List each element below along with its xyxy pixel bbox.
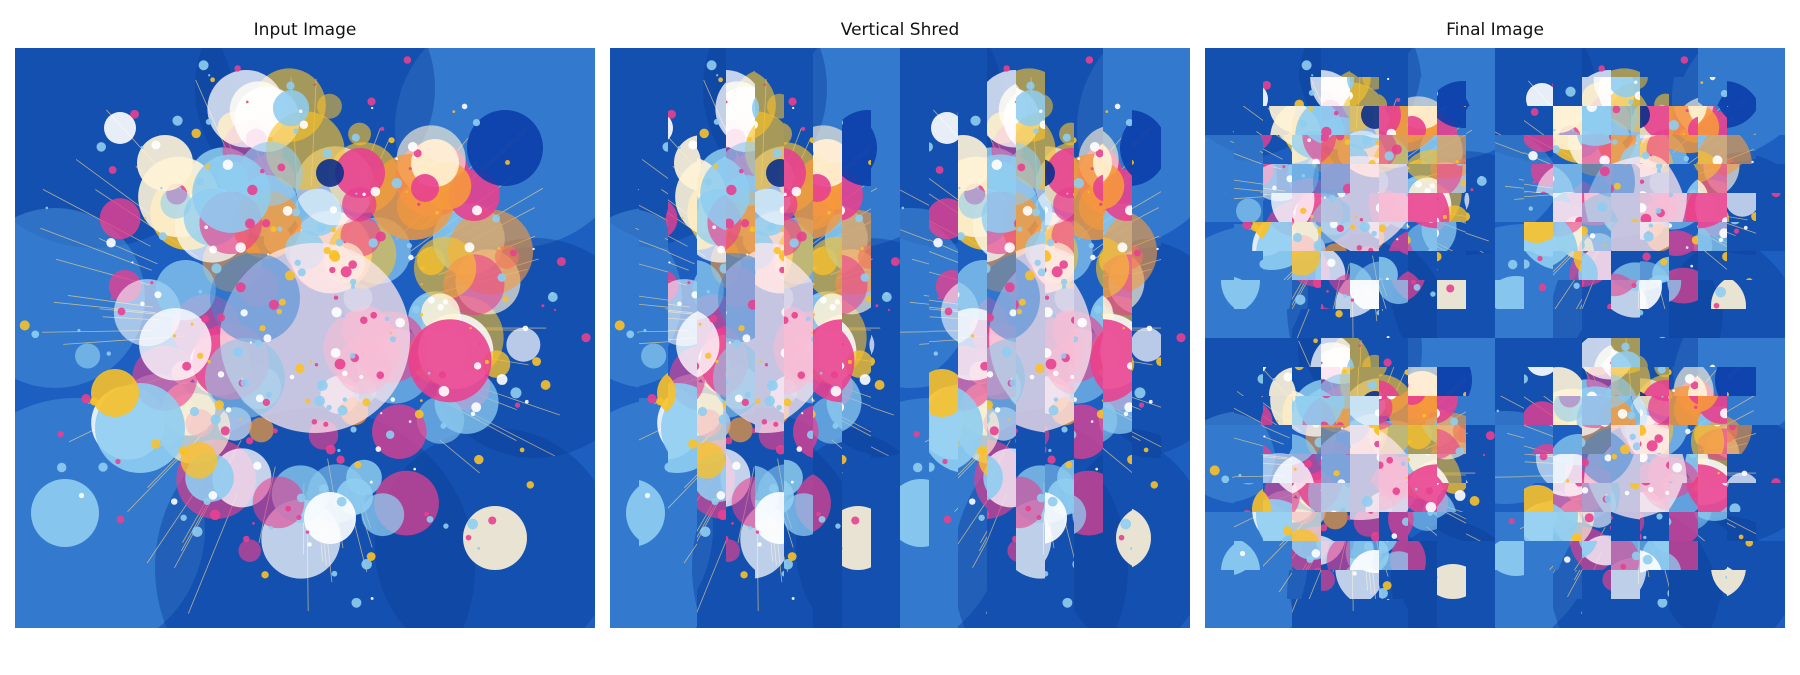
input-image-canvas xyxy=(15,48,595,628)
vertical-shred-title: Vertical Shred xyxy=(840,20,960,40)
final-image-title: Final Image xyxy=(1446,20,1544,40)
vertical-shred-image xyxy=(610,48,1190,628)
input-image xyxy=(15,48,595,628)
input-image-title: Input Image xyxy=(253,20,357,40)
shred-canvas xyxy=(610,48,1190,628)
input-art xyxy=(15,48,595,628)
final-image xyxy=(1205,48,1785,628)
final-canvas xyxy=(1205,48,1785,628)
